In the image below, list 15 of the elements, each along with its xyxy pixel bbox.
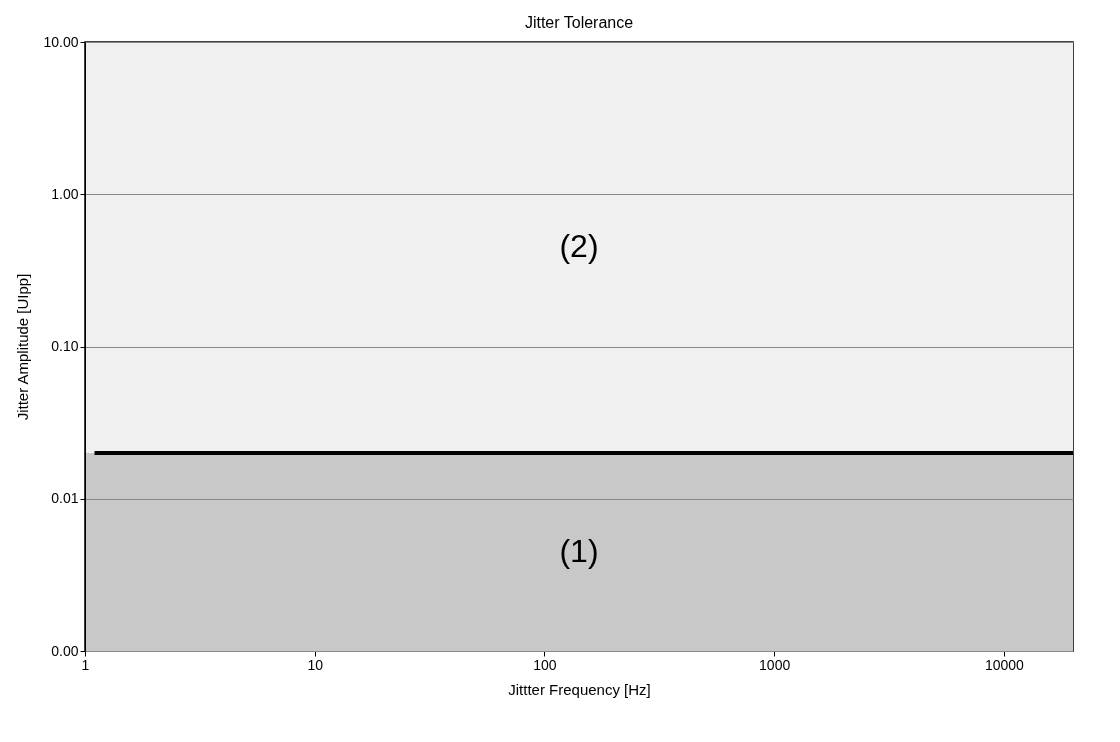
x-axis-title: Jittter Frequency [Hz]	[508, 680, 651, 698]
y-axis-title: Jitter Amplitude [UIpp]	[14, 273, 32, 421]
y-tick-label: 1.00	[51, 185, 79, 202]
x-tick-label: 1000	[759, 656, 791, 673]
band-label: (1)	[559, 532, 599, 569]
x-tick-label: 1	[81, 656, 90, 673]
x-tick-label: 10	[307, 656, 324, 673]
x-tick-label: 100	[533, 656, 557, 673]
chart-title: Jitter Tolerance	[524, 14, 634, 31]
y-tick-label: 0.01	[51, 490, 79, 507]
x-tick-label: 10000	[984, 656, 1025, 673]
y-tick-label: 0.00	[51, 642, 79, 659]
y-tick-label: 10.00	[43, 33, 79, 50]
y-tick-label: 0.10	[51, 338, 79, 354]
band-label: (2)	[559, 228, 599, 265]
